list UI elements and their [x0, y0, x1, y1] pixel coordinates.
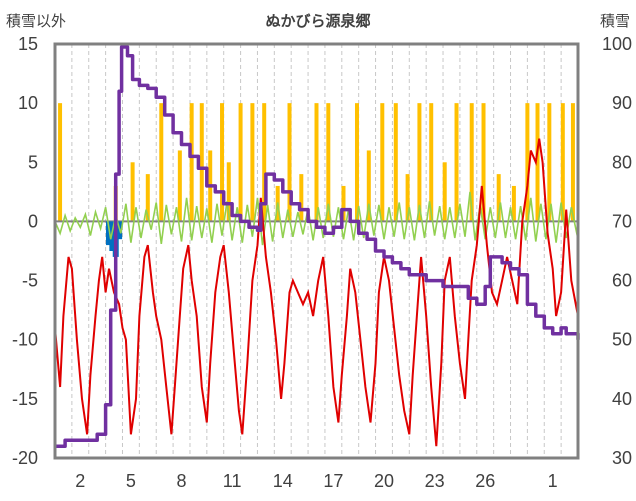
y-tick-label-right: 100 — [602, 34, 632, 54]
y-tick-label-right: 90 — [612, 93, 632, 113]
precip-bar — [220, 103, 225, 222]
precip-bar — [405, 174, 410, 222]
precip-bar — [481, 103, 486, 222]
precip-bar — [547, 103, 552, 222]
y-tick-label-left: -20 — [12, 448, 38, 468]
x-tick-label: 14 — [273, 471, 293, 491]
precip-bar — [535, 103, 540, 222]
x-tick-label: 11 — [223, 471, 242, 491]
y-tick-label-left: 10 — [18, 93, 38, 113]
x-tick-label: 2 — [75, 471, 85, 491]
precip-bar — [238, 103, 243, 222]
plot-area — [54, 45, 580, 448]
precip-bar — [177, 150, 182, 222]
temperature-line — [54, 138, 579, 447]
precip-bar — [250, 103, 255, 222]
precip-bar — [226, 162, 231, 222]
precip-bar — [393, 103, 398, 222]
precip-bar — [469, 103, 474, 222]
y-tick-label-left: -15 — [12, 389, 38, 409]
precip-bar — [58, 103, 63, 222]
precip-bar — [525, 103, 530, 222]
precip-bar — [199, 103, 204, 222]
precip-bar — [560, 103, 565, 222]
precip-bar — [511, 185, 516, 222]
y-tick-label-right: 50 — [612, 330, 632, 350]
precip-bar — [262, 103, 267, 222]
precip-bar — [130, 162, 135, 222]
precip-bar — [341, 185, 346, 222]
precip-bar — [496, 174, 501, 222]
precip-bar — [429, 103, 434, 222]
y-tick-label-right: 80 — [612, 152, 632, 172]
x-tick-label: 17 — [323, 471, 343, 491]
right-axis-label: 積雪 — [600, 12, 630, 30]
y-tick-label-left: 0 — [28, 211, 38, 231]
y-tick-label-right: 70 — [612, 211, 632, 231]
precip-bar — [287, 103, 292, 222]
chart-title: ぬかびら源泉郷 — [265, 12, 370, 30]
x-tick-label: 26 — [475, 471, 495, 491]
y-tick-label-left: -5 — [22, 271, 38, 291]
precip-bar — [159, 103, 164, 222]
y-tick-label-left: 5 — [28, 152, 38, 172]
precip-bar — [442, 162, 447, 222]
y-tick-label-right: 60 — [612, 271, 632, 291]
y-tick-label-right: 40 — [612, 389, 632, 409]
precip-bar — [570, 103, 575, 222]
x-tick-label: 1 — [548, 471, 558, 491]
x-tick-label: 5 — [126, 471, 136, 491]
precip-bar — [189, 103, 194, 222]
left-axis-label: 積雪以外 — [6, 12, 66, 30]
x-tick-label: 8 — [177, 471, 187, 491]
y-tick-label-right: 30 — [612, 448, 632, 468]
precip-bar — [314, 103, 319, 222]
x-tick-label: 23 — [425, 471, 445, 491]
y-tick-label-left: -10 — [12, 330, 38, 350]
precip-bar — [326, 103, 331, 222]
precip-bar — [366, 150, 371, 222]
precip-bar — [454, 103, 459, 222]
precip-bar — [145, 174, 150, 222]
y-tick-label-left: 15 — [18, 34, 38, 54]
snow-depth-line — [55, 45, 580, 448]
precip-bar — [417, 103, 422, 222]
precip-bar — [380, 103, 385, 222]
plot-frame — [53, 42, 580, 460]
snowfall-bar — [109, 221, 116, 251]
precip-bar — [299, 174, 304, 222]
precip-bar — [354, 103, 359, 222]
x-tick-label: 20 — [374, 471, 394, 491]
